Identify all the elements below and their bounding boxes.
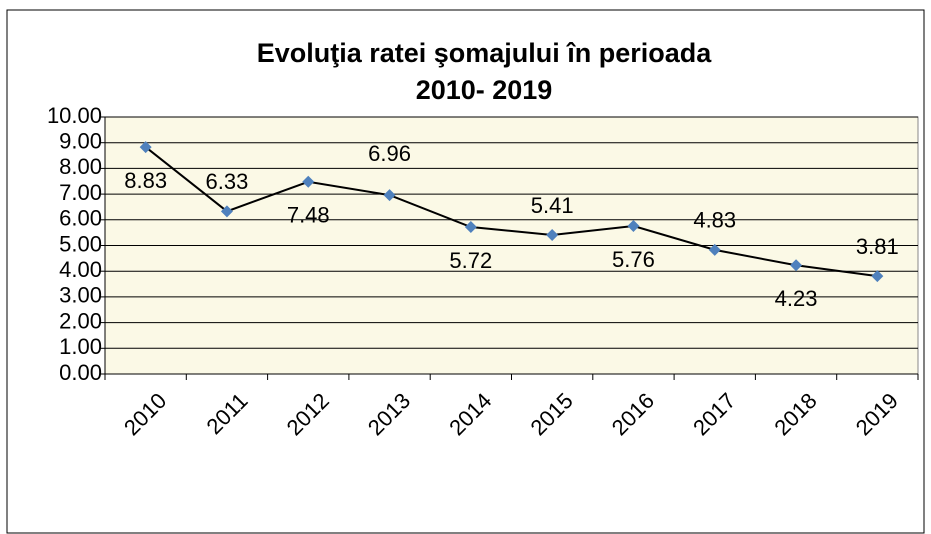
marker xyxy=(139,141,152,154)
marker xyxy=(627,219,640,232)
marker xyxy=(302,175,315,188)
data-label: 6.96 xyxy=(368,141,411,166)
data-label: 4.23 xyxy=(775,286,818,311)
y-tick-label: 6.00 xyxy=(59,206,102,231)
chart-title: 2010- 2019 xyxy=(416,75,553,105)
y-tick-label: 4.00 xyxy=(59,257,102,282)
data-label: 6.33 xyxy=(206,169,249,194)
y-tick-label: 5.00 xyxy=(59,231,102,256)
y-tick-label: 3.00 xyxy=(59,283,102,308)
data-label: 5.41 xyxy=(531,193,574,218)
data-label: 5.72 xyxy=(449,248,492,273)
y-tick-label: 2.00 xyxy=(59,308,102,333)
chart-title: Evoluţia ratei şomajului în perioada xyxy=(257,38,713,68)
y-tick-label: 9.00 xyxy=(59,129,102,154)
marker xyxy=(383,189,396,202)
marker xyxy=(220,205,233,218)
y-tick-label: 1.00 xyxy=(59,334,102,359)
marker xyxy=(464,220,477,233)
y-tick-label: 0.00 xyxy=(59,360,102,385)
data-label: 5.76 xyxy=(612,247,655,272)
marker xyxy=(708,243,721,256)
marker xyxy=(871,270,884,283)
data-label: 7.48 xyxy=(287,203,330,228)
line xyxy=(145,146,878,278)
marker xyxy=(790,259,803,272)
y-tick-label: 7.00 xyxy=(59,180,102,205)
data-label: 4.83 xyxy=(693,208,736,233)
data-label: 8.83 xyxy=(124,168,167,193)
y-tick-label: 8.00 xyxy=(59,154,102,179)
data-label: 3.81 xyxy=(856,234,899,259)
y-tick-label: 10.00 xyxy=(47,103,102,128)
marker xyxy=(546,228,559,241)
